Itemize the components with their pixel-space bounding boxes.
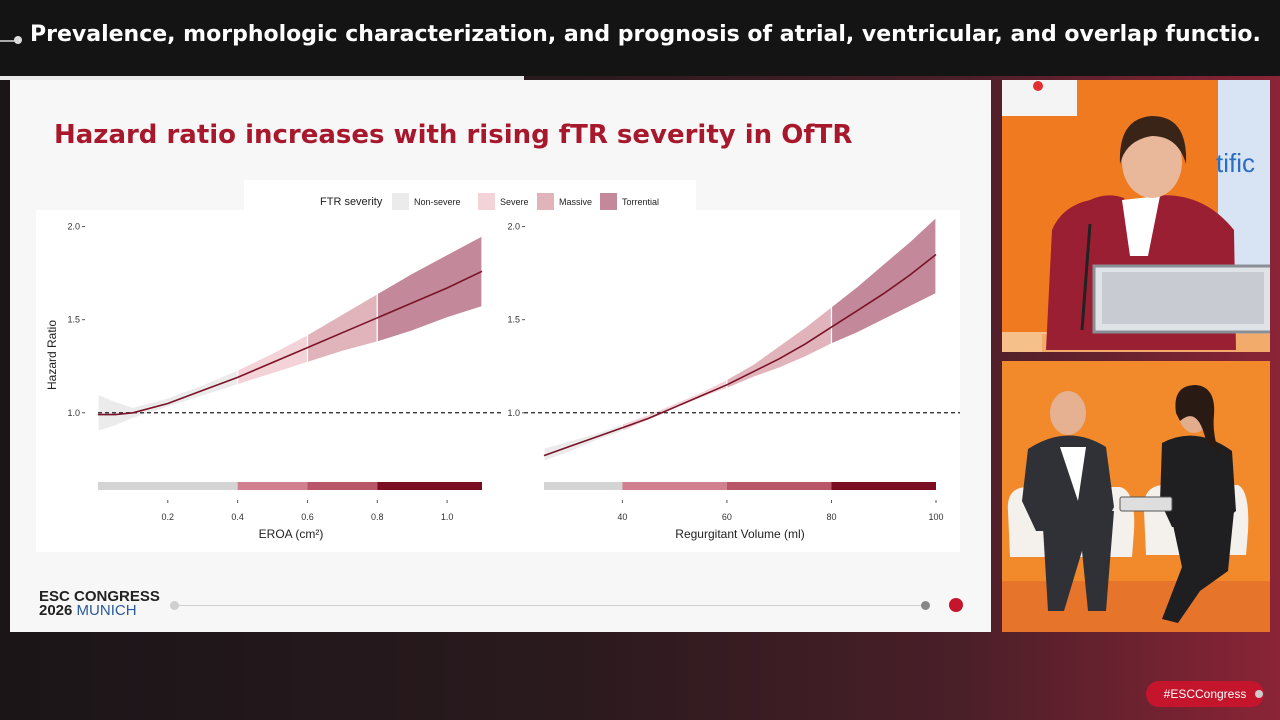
x-axis-title: Regurgitant Volume (ml) bbox=[675, 527, 804, 541]
severity-bar-non-severe bbox=[544, 482, 623, 490]
hashtag-badge: #ESCCongress bbox=[1146, 681, 1264, 707]
y-axis-title: Hazard Ratio bbox=[45, 320, 59, 390]
slide-title: Hazard ratio increases with rising fTR s… bbox=[54, 120, 853, 150]
title-dash bbox=[0, 40, 18, 42]
x-tick-label: 60 bbox=[722, 512, 732, 522]
legend-swatch bbox=[537, 193, 554, 210]
severity-bar-torrential bbox=[377, 482, 482, 490]
confidence-band-non-severe bbox=[543, 423, 623, 463]
confidence-band-massive bbox=[306, 292, 378, 364]
y-tick-label: 1.0 bbox=[507, 408, 520, 418]
hashtag-dot bbox=[1255, 690, 1263, 698]
confidence-band-severe bbox=[621, 378, 728, 433]
legend-title: FTR severity bbox=[320, 196, 383, 208]
severity-bar-non-severe bbox=[98, 482, 238, 490]
speaker-video: tific bbox=[1002, 80, 1270, 352]
logo-city: MUNICH bbox=[76, 602, 137, 619]
x-tick-label: 80 bbox=[826, 512, 836, 522]
session-title: Prevalence, morphologic characterization… bbox=[30, 22, 1260, 47]
confidence-band-severe bbox=[237, 333, 309, 386]
severity-bar-massive bbox=[726, 482, 832, 490]
legend-swatch bbox=[392, 193, 409, 210]
x-tick-label: 0.4 bbox=[231, 512, 244, 522]
legend-label: Massive bbox=[559, 197, 593, 207]
svg-text:tific: tific bbox=[1216, 148, 1255, 178]
y-tick-label: 2.0 bbox=[67, 222, 80, 232]
logo-year: 2026 bbox=[39, 602, 73, 619]
legend-swatch bbox=[600, 193, 617, 210]
x-tick-label: 0.2 bbox=[162, 512, 175, 522]
legend: FTR severity Non-severe Severe Massive T… bbox=[244, 180, 696, 214]
x-tick-label: 40 bbox=[617, 512, 627, 522]
legend-label: Non-severe bbox=[414, 197, 461, 207]
legend-label: Severe bbox=[500, 197, 529, 207]
title-dot bbox=[14, 36, 22, 44]
esc-congress-logo: ESC CONGRESS 2026 MUNICH bbox=[39, 588, 160, 619]
severity-bar-massive bbox=[307, 482, 378, 490]
confidence-band-torrential bbox=[830, 215, 937, 345]
chart-panel: 1.0 1.5 2.0 0.2 0.4 0.6 0.8 1.0 EROA (cm²) Hazard… bbox=[36, 210, 960, 552]
severity-bar-torrential bbox=[831, 482, 936, 490]
x-tick-label: 0.6 bbox=[301, 512, 314, 522]
y-tick-label: 1.5 bbox=[507, 315, 520, 325]
slide-progress-start bbox=[170, 601, 179, 610]
presentation-slide: Hazard ratio increases with rising fTR s… bbox=[10, 80, 991, 632]
severity-bar-severe bbox=[622, 482, 727, 490]
slide-progress-end bbox=[949, 598, 963, 612]
x-axis-title: EROA (cm²) bbox=[259, 527, 324, 541]
slide-progress-marker bbox=[921, 601, 930, 610]
x-tick-label: 100 bbox=[928, 512, 943, 522]
hazard-ratio-charts: 1.0 1.5 2.0 0.2 0.4 0.6 0.8 1.0 EROA (cm²) Hazard… bbox=[45, 215, 960, 541]
y-tick-label: 1.0 bbox=[67, 408, 80, 418]
playback-progress[interactable] bbox=[0, 76, 524, 80]
panel-video bbox=[1002, 361, 1270, 632]
confidence-band-torrential bbox=[376, 234, 483, 343]
logo-line1: ESC CONGRESS bbox=[39, 588, 160, 605]
x-tick-label: 0.8 bbox=[371, 512, 384, 522]
confidence-band-non-severe bbox=[97, 369, 239, 433]
y-tick-label: 2.0 bbox=[507, 222, 520, 232]
y-tick-label: 1.5 bbox=[67, 315, 80, 325]
hazard-ratio-line bbox=[543, 253, 937, 457]
title-bar: Prevalence, morphologic characterization… bbox=[0, 0, 1280, 80]
x-tick-label: 1.0 bbox=[441, 512, 454, 522]
severity-bar-severe bbox=[237, 482, 308, 490]
legend-swatch bbox=[478, 193, 495, 210]
hazard-ratio-line bbox=[98, 270, 483, 416]
slide-progress-track bbox=[174, 605, 926, 606]
legend-label: Torrential bbox=[622, 197, 660, 207]
